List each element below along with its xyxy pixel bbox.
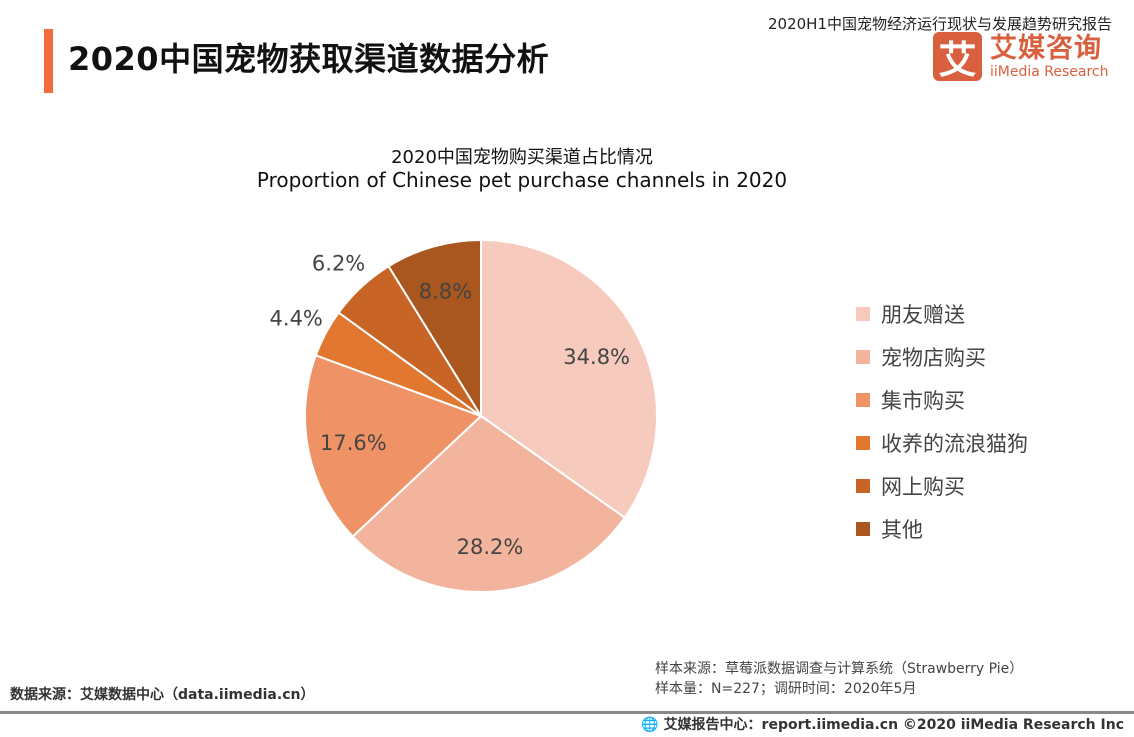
sample-info: 样本来源：草莓派数据调查与计算系统（Strawberry Pie） 样本量：N=… (655, 659, 1023, 699)
globe-icon: 🌐 (641, 717, 659, 733)
legend-label: 朋友赠送 (881, 302, 965, 327)
copyright: 🌐 艾媒报告中心：report.iimedia.cn ©2020 iiMedia… (641, 714, 1124, 734)
copyright-text: 艾媒报告中心：report.iimedia.cn ©2020 iiMedia R… (663, 717, 1124, 733)
legend-swatch (856, 521, 870, 536)
data-source: 数据来源：艾媒数据中心（data.iimedia.cn） (10, 687, 315, 703)
legend-swatch (856, 392, 870, 407)
legend-item: 收养的流浪猫狗 (856, 421, 1028, 464)
sample-source: 样本来源：草莓派数据调查与计算系统（Strawberry Pie） (655, 661, 1024, 677)
legend: 朋友赠送宠物店购买集市购买收养的流浪猫狗 网上购买其他 (856, 292, 1028, 550)
data-label-2: 17.6% (320, 431, 387, 455)
data-label-3: 4.4% (270, 306, 323, 330)
legend-swatch (856, 306, 870, 321)
data-label-4: 6.2% (312, 251, 365, 275)
legend-item: 其他 (856, 507, 1028, 550)
legend-swatch (856, 478, 870, 493)
legend-label: 网上购买 (881, 474, 965, 499)
pie-slice-0 (480, 238, 658, 520)
data-label-1: 28.2% (457, 535, 524, 559)
legend-label: 集市购买 (881, 388, 965, 413)
legend-label: 收养的流浪猫狗 (881, 431, 1028, 456)
title-accent-bar (44, 29, 53, 93)
page-title: 2020中国宠物获取渠道数据分析 (68, 40, 550, 78)
legend-item: 集市购买 (856, 378, 1028, 421)
logo-cn: 艾媒咨询 (990, 32, 1102, 64)
legend-item: 朋友赠送 (856, 292, 1028, 335)
legend-item: 宠物店购买 (856, 335, 1028, 378)
legend-label: 宠物店购买 (881, 345, 986, 370)
legend-item: 网上购买 (856, 464, 1028, 507)
legend-swatch (856, 349, 870, 364)
chart-title: 2020中国宠物购买渠道占比情况 (391, 147, 653, 168)
footer-divider (0, 711, 1134, 714)
logo: 艾 艾媒咨询 iiMedia Research (933, 32, 1109, 82)
pie-slice-1 (351, 414, 627, 593)
report-name: 2020H1中国宠物经济运行现状与发展趋势研究报告 (768, 15, 1112, 33)
pie-slice-5 (387, 238, 482, 420)
sample-size: 样本量：N=227；调研时间：2020年5月 (655, 681, 917, 697)
logo-en: iiMedia Research (990, 63, 1109, 80)
logo-mark: 艾 (933, 32, 982, 82)
chart-subtitle: Proportion of Chinese pet purchase chann… (256, 168, 788, 192)
data-label-0: 34.8% (563, 345, 630, 369)
legend-swatch (856, 435, 870, 450)
data-label-5: 8.8% (419, 280, 472, 304)
legend-label: 其他 (881, 517, 923, 542)
